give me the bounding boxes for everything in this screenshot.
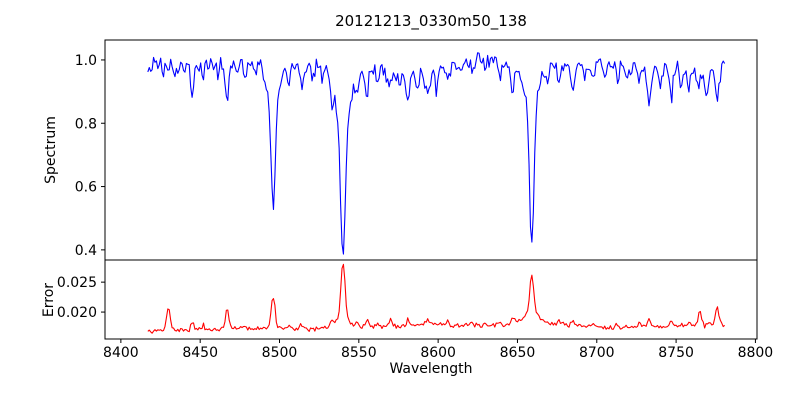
spectrum-y-tick-label: 1.0: [75, 53, 97, 69]
y-axis-label-spectrum: Spectrum: [43, 116, 59, 184]
x-axis-label: Wavelength: [389, 361, 473, 377]
y-axis-label-error: Error: [41, 282, 57, 318]
spectrum-y-tick-label: 0.8: [75, 116, 97, 132]
error-line: [147, 263, 726, 334]
x-tick-label: 8700: [579, 345, 615, 361]
spectrum-panel: [104, 39, 758, 261]
error-y-tick-label: 0.020: [57, 305, 97, 321]
chart-title: 20121213_0330m50_138: [335, 12, 527, 30]
spectrum-y-tick-label: 0.4: [75, 243, 97, 259]
x-tick-label: 8750: [658, 345, 694, 361]
x-tick-label: 8400: [103, 345, 139, 361]
error-panel: [104, 259, 758, 340]
spectrum-y-tick-label: 0.6: [75, 180, 97, 196]
x-tick-label: 8450: [182, 345, 218, 361]
error-y-tick-label: 0.025: [57, 275, 97, 291]
x-tick-label: 8650: [500, 345, 536, 361]
x-tick-label: 8800: [738, 345, 774, 361]
x-tick-label: 8550: [341, 345, 377, 361]
spectrum-line: [147, 52, 726, 255]
x-tick-label: 8500: [262, 345, 298, 361]
x-tick-label: 8600: [420, 345, 456, 361]
